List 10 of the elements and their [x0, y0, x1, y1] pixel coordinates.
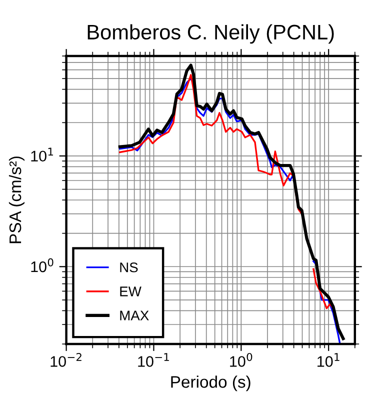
legend-label: MAX — [120, 310, 149, 320]
x-tick-label: 10$^{−1}$ — [138, 353, 169, 367]
x-axis-title: Periodo (s) — [171, 376, 250, 392]
y-axis-title: PSA (cm/s²) — [8, 156, 24, 244]
x-tick-label: 10$^{0}$ — [230, 352, 252, 367]
x-tick-label: 10$^{−2}$ — [50, 352, 82, 367]
x-tick-label: 10$^{1}$ — [318, 353, 340, 367]
legend-label: NS — [120, 262, 138, 272]
legend-label: EW — [120, 286, 142, 296]
chart-title: Bomberos C. Neily (PCNL) — [88, 24, 334, 44]
